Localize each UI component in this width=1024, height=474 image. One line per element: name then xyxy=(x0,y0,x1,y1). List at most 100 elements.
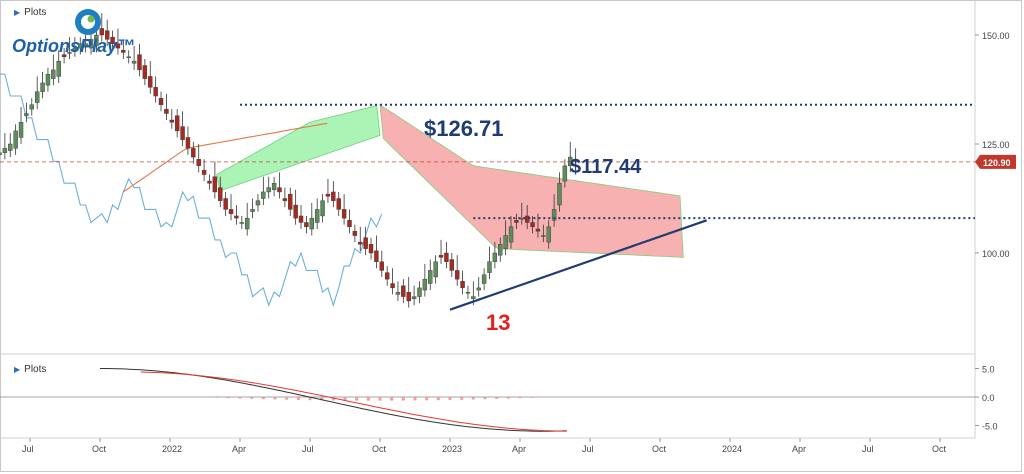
candle-body xyxy=(541,235,546,237)
candle-body xyxy=(239,222,244,224)
expand-triangle-icon: ▶ xyxy=(14,365,21,374)
candle-body xyxy=(51,69,56,79)
candle-body xyxy=(535,228,541,232)
candle-body xyxy=(148,76,153,88)
logo-wordmark: OptionsPlay™ xyxy=(12,36,135,56)
histogram-bar xyxy=(530,397,534,398)
osc-tick-label: -5.0 xyxy=(982,422,998,432)
candle-body xyxy=(94,34,99,47)
annotation-price-mid: $117.44 xyxy=(570,156,642,178)
optionsplay-logo: OptionsPlay™ xyxy=(12,9,135,56)
candle-body xyxy=(277,187,282,193)
candle-body xyxy=(207,180,212,184)
candle-body xyxy=(255,200,261,206)
candle-body xyxy=(191,148,196,158)
candle-body xyxy=(492,252,498,262)
osc-tick-label: 0.0 xyxy=(982,393,995,403)
candle-body xyxy=(282,198,288,201)
candle-body xyxy=(250,209,255,212)
candle-body xyxy=(530,222,535,228)
candle-body xyxy=(519,217,524,220)
candle-body xyxy=(45,74,51,86)
candle-body xyxy=(142,65,148,79)
macd-line xyxy=(100,368,567,432)
candle-body xyxy=(368,244,374,254)
candle-body xyxy=(40,82,45,92)
annotation-price-high: $126.71 xyxy=(424,116,504,141)
candle-body xyxy=(524,215,530,223)
candle-body xyxy=(476,287,481,291)
candle-body xyxy=(180,126,185,140)
candle-body xyxy=(331,191,336,201)
expand-triangle-icon: ▶ xyxy=(14,8,21,17)
candle-body xyxy=(449,259,454,271)
candle-body xyxy=(131,60,137,64)
histogram-bar xyxy=(390,397,394,401)
x-tick-label: Apr xyxy=(232,444,246,454)
histogram-bar xyxy=(355,397,359,401)
candle-body xyxy=(422,278,428,291)
histogram-bar xyxy=(285,397,289,400)
candle-body xyxy=(304,222,309,228)
candle-body xyxy=(99,28,104,36)
candle-body xyxy=(218,187,223,201)
histogram-bar xyxy=(401,397,405,401)
candle-body xyxy=(78,43,83,49)
candle-body xyxy=(325,193,331,197)
candle-body xyxy=(320,200,325,217)
x-tick-label: Oct xyxy=(92,444,107,454)
x-tick-label: Jul xyxy=(582,444,594,454)
current-price-badge xyxy=(975,154,1016,169)
candle-body xyxy=(56,60,61,77)
x-tick-label: Jul xyxy=(22,444,34,454)
candle-body xyxy=(546,226,551,243)
candle-body xyxy=(67,52,72,54)
candle-body xyxy=(288,193,293,210)
candle-body xyxy=(104,30,110,40)
histogram-bar xyxy=(296,397,300,400)
candle-body xyxy=(374,250,379,262)
histogram-bar xyxy=(238,397,242,399)
y-tick-label: 125.00 xyxy=(982,140,1010,150)
candle-body xyxy=(481,274,487,284)
histogram-bar xyxy=(495,397,499,399)
lagging-span-line xyxy=(0,73,383,308)
support-trendline xyxy=(449,219,708,311)
osc-plots-toggle[interactable]: ▶ Plots xyxy=(14,364,46,375)
candle-body xyxy=(24,113,29,116)
price-plots-toggle[interactable]: ▶ Plots xyxy=(14,7,46,18)
candle-body xyxy=(110,36,115,44)
candle-body xyxy=(471,296,476,299)
candle-body xyxy=(341,209,347,219)
price-plots-label: Plots xyxy=(24,7,47,18)
candle-body xyxy=(293,204,298,219)
candle-body xyxy=(384,272,390,280)
candle-body xyxy=(2,148,8,153)
candle-body xyxy=(158,98,164,105)
candle-body xyxy=(174,115,180,132)
candle-body xyxy=(298,215,304,223)
candle-body xyxy=(61,54,67,57)
x-tick-label: Jul xyxy=(862,444,874,454)
candle-body xyxy=(121,50,126,53)
x-tick-label: Oct xyxy=(932,444,947,454)
candle-body xyxy=(261,191,266,199)
candle-body xyxy=(390,283,395,289)
logo-dot xyxy=(87,15,95,23)
candle-body xyxy=(562,165,568,182)
histogram-bar xyxy=(448,397,452,400)
candle-body xyxy=(83,43,88,47)
candle-body xyxy=(503,235,508,249)
candle-body xyxy=(185,137,191,149)
candle-body xyxy=(72,47,78,51)
osc-plots-label: Plots xyxy=(24,364,47,375)
candle-body xyxy=(411,296,417,299)
histogram-bar xyxy=(366,397,370,401)
candle-body xyxy=(196,159,201,166)
x-tick-label: 2024 xyxy=(722,444,742,454)
candle-body xyxy=(417,287,422,297)
candle-body xyxy=(363,237,368,249)
histogram-bar xyxy=(378,397,382,401)
